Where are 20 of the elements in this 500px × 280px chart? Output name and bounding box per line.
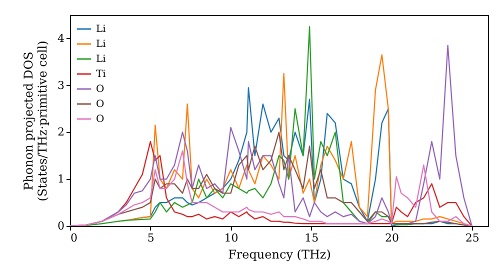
legend-label: O	[96, 99, 104, 110]
legend-label: Ti	[96, 69, 106, 80]
x-axis-title: Frequency (THz)	[228, 248, 331, 262]
y-tick-label: 4	[58, 32, 64, 45]
legend-label: O	[96, 84, 104, 95]
x-tick-label: 20	[385, 232, 400, 244]
x-tick-label: 25	[465, 232, 480, 244]
x-tick-label: 0	[70, 232, 78, 244]
legend-label: O	[96, 114, 104, 125]
legend-label: Li	[96, 39, 106, 50]
y-axis-title: Phonon projected DOS (States/THz·primitive cell)	[22, 40, 50, 202]
x-tick-label: 10	[224, 232, 238, 244]
x-tick-label: 5	[147, 232, 154, 244]
y-tick-label: 0	[58, 220, 64, 232]
y-tick-label: 3	[58, 78, 64, 92]
y-tick-label: 2	[58, 126, 64, 139]
x-tick-label: 15	[304, 232, 319, 244]
y-tick-label: 1	[58, 172, 64, 186]
legend-label: Li	[96, 54, 106, 65]
legend-label: Li	[96, 24, 106, 35]
